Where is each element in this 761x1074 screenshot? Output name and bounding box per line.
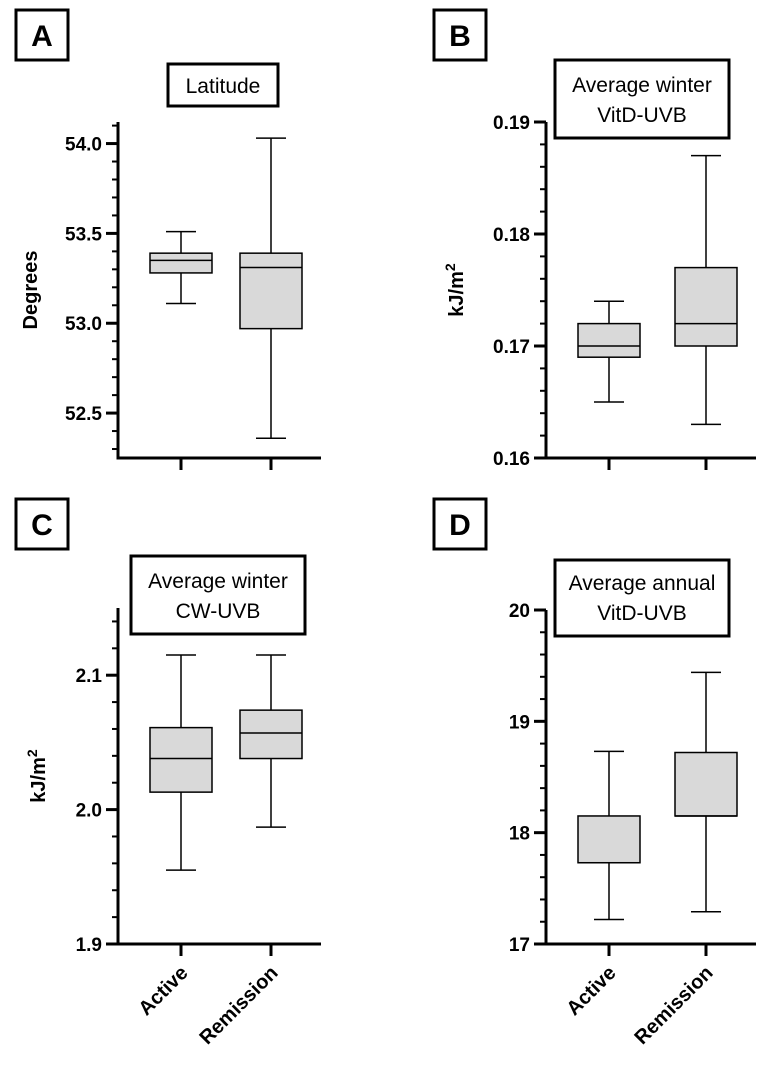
iqr-box [239,252,303,330]
title-box [166,62,280,108]
box-remission [239,654,303,828]
y-axis-label-superscript: 2 [24,749,40,757]
iqr-box [674,751,738,817]
panel-letter-box [14,497,70,551]
panel-d: D Average annual VitD-UVB 17 18 19 20 Active Rem… [432,497,756,1049]
chart-title-line: Average annual [569,572,716,595]
panel-letter: C [31,509,53,542]
title-box [553,58,731,140]
y-tick-label: 2.0 [76,801,102,822]
iqr-box [149,726,213,793]
y-tick-label: 17 [509,935,530,956]
panel-b: B Average winter VitD-UVB 0.16 0.17 0.18 0.19 k… [432,8,756,470]
y-axis-label: Degrees [20,251,42,330]
y-axis-label: kJ/m2 [24,749,50,803]
iqr-box [674,266,738,347]
title-box [553,558,731,638]
iqr-box [239,709,303,760]
panel-letter-box [432,497,488,551]
box-active [149,654,213,871]
chart-title-line: VitD-UVB [597,104,686,127]
iqr-box [149,252,213,274]
box-active [149,230,213,305]
chart-title-line: Average winter [148,570,288,593]
x-category-label: Active [563,962,621,1020]
y-tick-label: 19 [509,712,530,733]
chart-title-line: Latitude [186,75,261,98]
panel-letter: B [449,20,471,53]
y-axis-label-superscript: 2 [442,263,458,271]
y-tick-label: 0.19 [493,113,530,134]
y-tick-label: 53.5 [65,224,102,245]
box-remission [674,671,738,913]
y-tick-label: 1.9 [76,935,102,956]
y-tick-label: 54.0 [65,135,102,156]
y-tick-label: 0.18 [493,225,530,246]
panel-c: C Average winter CW-UVB 1.9 2.0 2.1 kJ/m2 Activ… [14,497,321,1049]
chart-title-line: CW-UVB [176,600,261,623]
y-axis-label: kJ/m2 [442,263,468,317]
box-remission [674,154,738,426]
box-active [577,750,641,921]
panel-letter-box [432,8,488,62]
y-tick-label: 53.0 [65,314,102,335]
box-active [577,300,641,403]
panel-letter-box [14,8,70,62]
y-tick-label: 20 [509,601,530,622]
iqr-box [577,815,641,864]
panel-a: A Latitude 52.5 53.0 53.5 54.0 Degrees [14,8,321,470]
y-tick-label: 52.5 [65,404,102,425]
chart-title-line: Average winter [572,74,712,97]
x-category-label: Remission [195,962,282,1049]
title-box [129,554,307,636]
y-tick-label: 0.16 [493,449,530,470]
panel-letter: D [449,509,471,542]
x-category-label: Active [135,962,193,1020]
chart-title-line: VitD-UVB [597,602,686,625]
y-tick-label: 2.1 [76,666,103,687]
x-category-label: Remission [630,962,717,1049]
panel-letter: A [31,20,53,53]
iqr-box [577,322,641,358]
y-tick-label: 18 [509,824,530,845]
y-tick-label: 0.17 [493,337,530,358]
box-remission [239,137,303,439]
